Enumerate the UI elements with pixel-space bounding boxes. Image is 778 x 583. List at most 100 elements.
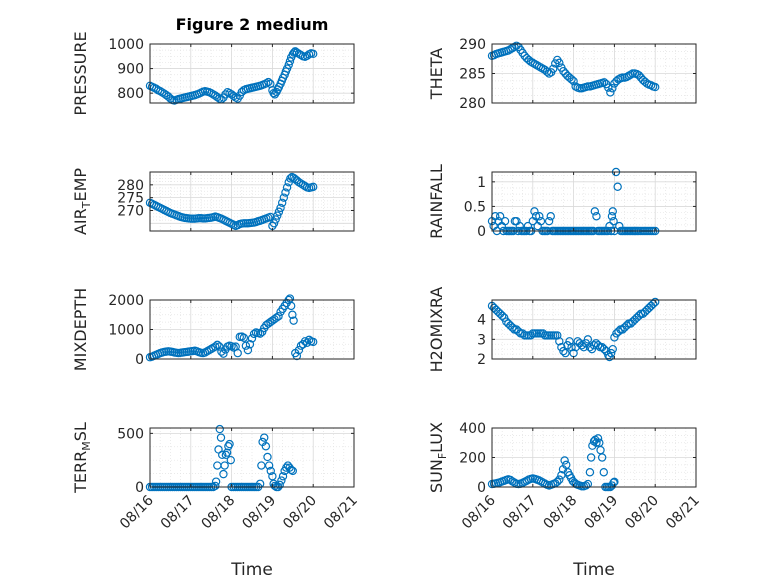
data-point — [608, 84, 617, 93]
data-point — [583, 479, 593, 489]
y-tick-label: 280 — [117, 178, 144, 194]
data-point — [309, 49, 318, 59]
data-point — [577, 341, 586, 350]
data-point — [300, 337, 310, 346]
y-tick-label: 3 — [477, 332, 486, 348]
data-point — [226, 455, 235, 465]
y-axis-label: THETA — [427, 48, 446, 100]
data-point — [544, 69, 554, 78]
data-point — [622, 321, 631, 330]
data-point — [555, 475, 564, 484]
data-point — [549, 64, 558, 73]
y-tick-label: 0 — [135, 480, 144, 496]
data-point — [206, 344, 216, 354]
data-point — [585, 343, 595, 352]
x-tick-label: 08/19 — [239, 493, 279, 533]
y-tick-label: 275 — [117, 191, 144, 207]
data-point — [579, 343, 589, 352]
data-point — [508, 43, 517, 53]
data-point — [585, 468, 595, 477]
data-point — [622, 72, 631, 82]
x-tick-label: 08/16 — [117, 492, 157, 532]
y-tick-label: 1000 — [108, 37, 144, 53]
data-point — [204, 345, 214, 355]
data-point — [495, 212, 505, 221]
data-point — [555, 337, 564, 346]
series-markers — [145, 172, 318, 231]
panel-rainfall: 0 0.5 1 RAINFALL — [427, 164, 697, 240]
data-point — [536, 477, 546, 486]
y-axis-label: AIRTEMP — [71, 168, 93, 235]
data-point — [544, 216, 554, 226]
data-point — [255, 329, 265, 338]
data-point — [587, 344, 597, 354]
data-point — [567, 75, 576, 84]
data-point — [274, 312, 283, 321]
data-point — [604, 83, 613, 92]
data-point — [592, 212, 601, 221]
data-point — [532, 61, 542, 70]
data-point — [634, 311, 644, 320]
data-point — [285, 57, 295, 66]
data-point — [651, 82, 660, 92]
y-tick-label: 290 — [459, 37, 486, 53]
data-point — [278, 472, 288, 481]
y-tick-label: 800 — [117, 86, 144, 102]
data-point — [237, 332, 246, 341]
data-point — [211, 481, 220, 491]
data-point — [593, 341, 603, 350]
y-tick-label: 4 — [477, 313, 486, 329]
panel-theta: 280 285 290 THETA — [427, 37, 697, 112]
data-point — [605, 221, 614, 231]
data-point — [282, 183, 292, 192]
data-point — [239, 333, 249, 342]
data-point — [606, 348, 616, 358]
data-point — [296, 50, 306, 60]
data-point — [277, 476, 286, 485]
data-point — [528, 58, 538, 68]
data-point — [592, 438, 601, 447]
y-tick-label: 270 — [117, 203, 144, 219]
data-point — [599, 468, 608, 477]
data-point — [571, 82, 580, 91]
data-point — [276, 203, 285, 213]
y-axis-label: RAINFALL — [427, 164, 446, 239]
data-point — [530, 59, 540, 69]
y-tick-label: 280 — [459, 96, 486, 112]
data-point — [610, 333, 619, 342]
data-point — [534, 62, 544, 71]
y-axis-label: TERRMSL — [71, 422, 93, 494]
x-tick-label: 08/20 — [622, 493, 662, 533]
plot-area — [492, 172, 696, 231]
data-point — [217, 347, 226, 356]
y-tick-label: 1000 — [108, 323, 144, 339]
x-tick-label: 08/19 — [581, 493, 621, 533]
y-tick-label: 1 — [477, 175, 486, 191]
data-point — [284, 60, 293, 70]
y-tick-label: 0 — [477, 480, 486, 496]
data-point — [292, 48, 302, 57]
data-point — [614, 75, 623, 84]
data-point — [590, 207, 600, 216]
x-tick-label: 08/17 — [158, 493, 198, 533]
x-tick-label: 08/16 — [459, 492, 499, 532]
data-point — [563, 341, 572, 350]
y-tick-label: 900 — [117, 62, 144, 78]
axes-box — [149, 171, 355, 232]
x-tick-label: 08/21 — [321, 493, 361, 533]
data-point — [536, 216, 546, 226]
data-point — [213, 340, 222, 350]
y-tick-label: 285 — [459, 67, 486, 83]
data-point — [241, 341, 251, 350]
data-point — [225, 439, 234, 449]
data-point — [514, 327, 523, 336]
data-point — [166, 94, 175, 103]
data-point — [249, 329, 259, 339]
data-point — [526, 57, 535, 66]
data-point — [565, 337, 574, 346]
data-point — [245, 340, 255, 349]
data-point — [274, 207, 284, 216]
data-point — [609, 478, 618, 487]
data-point — [261, 442, 271, 451]
